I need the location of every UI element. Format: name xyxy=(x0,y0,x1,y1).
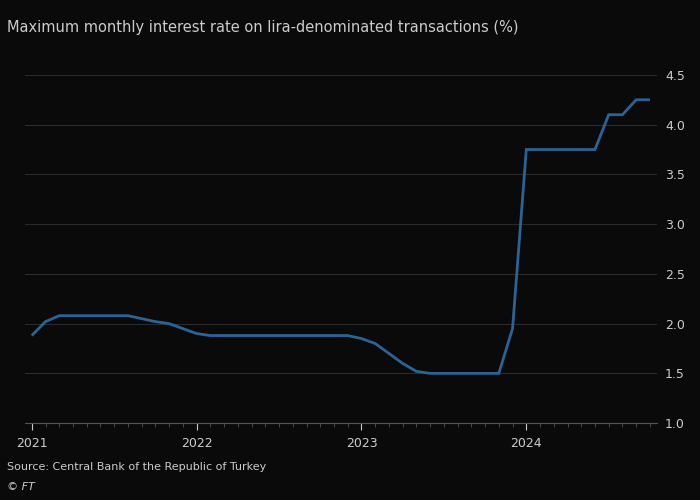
Text: Source: Central Bank of the Republic of Turkey: Source: Central Bank of the Republic of … xyxy=(7,462,266,472)
Text: © FT: © FT xyxy=(7,482,35,492)
Text: Maximum monthly interest rate on lira-denominated transactions (%): Maximum monthly interest rate on lira-de… xyxy=(7,20,519,35)
